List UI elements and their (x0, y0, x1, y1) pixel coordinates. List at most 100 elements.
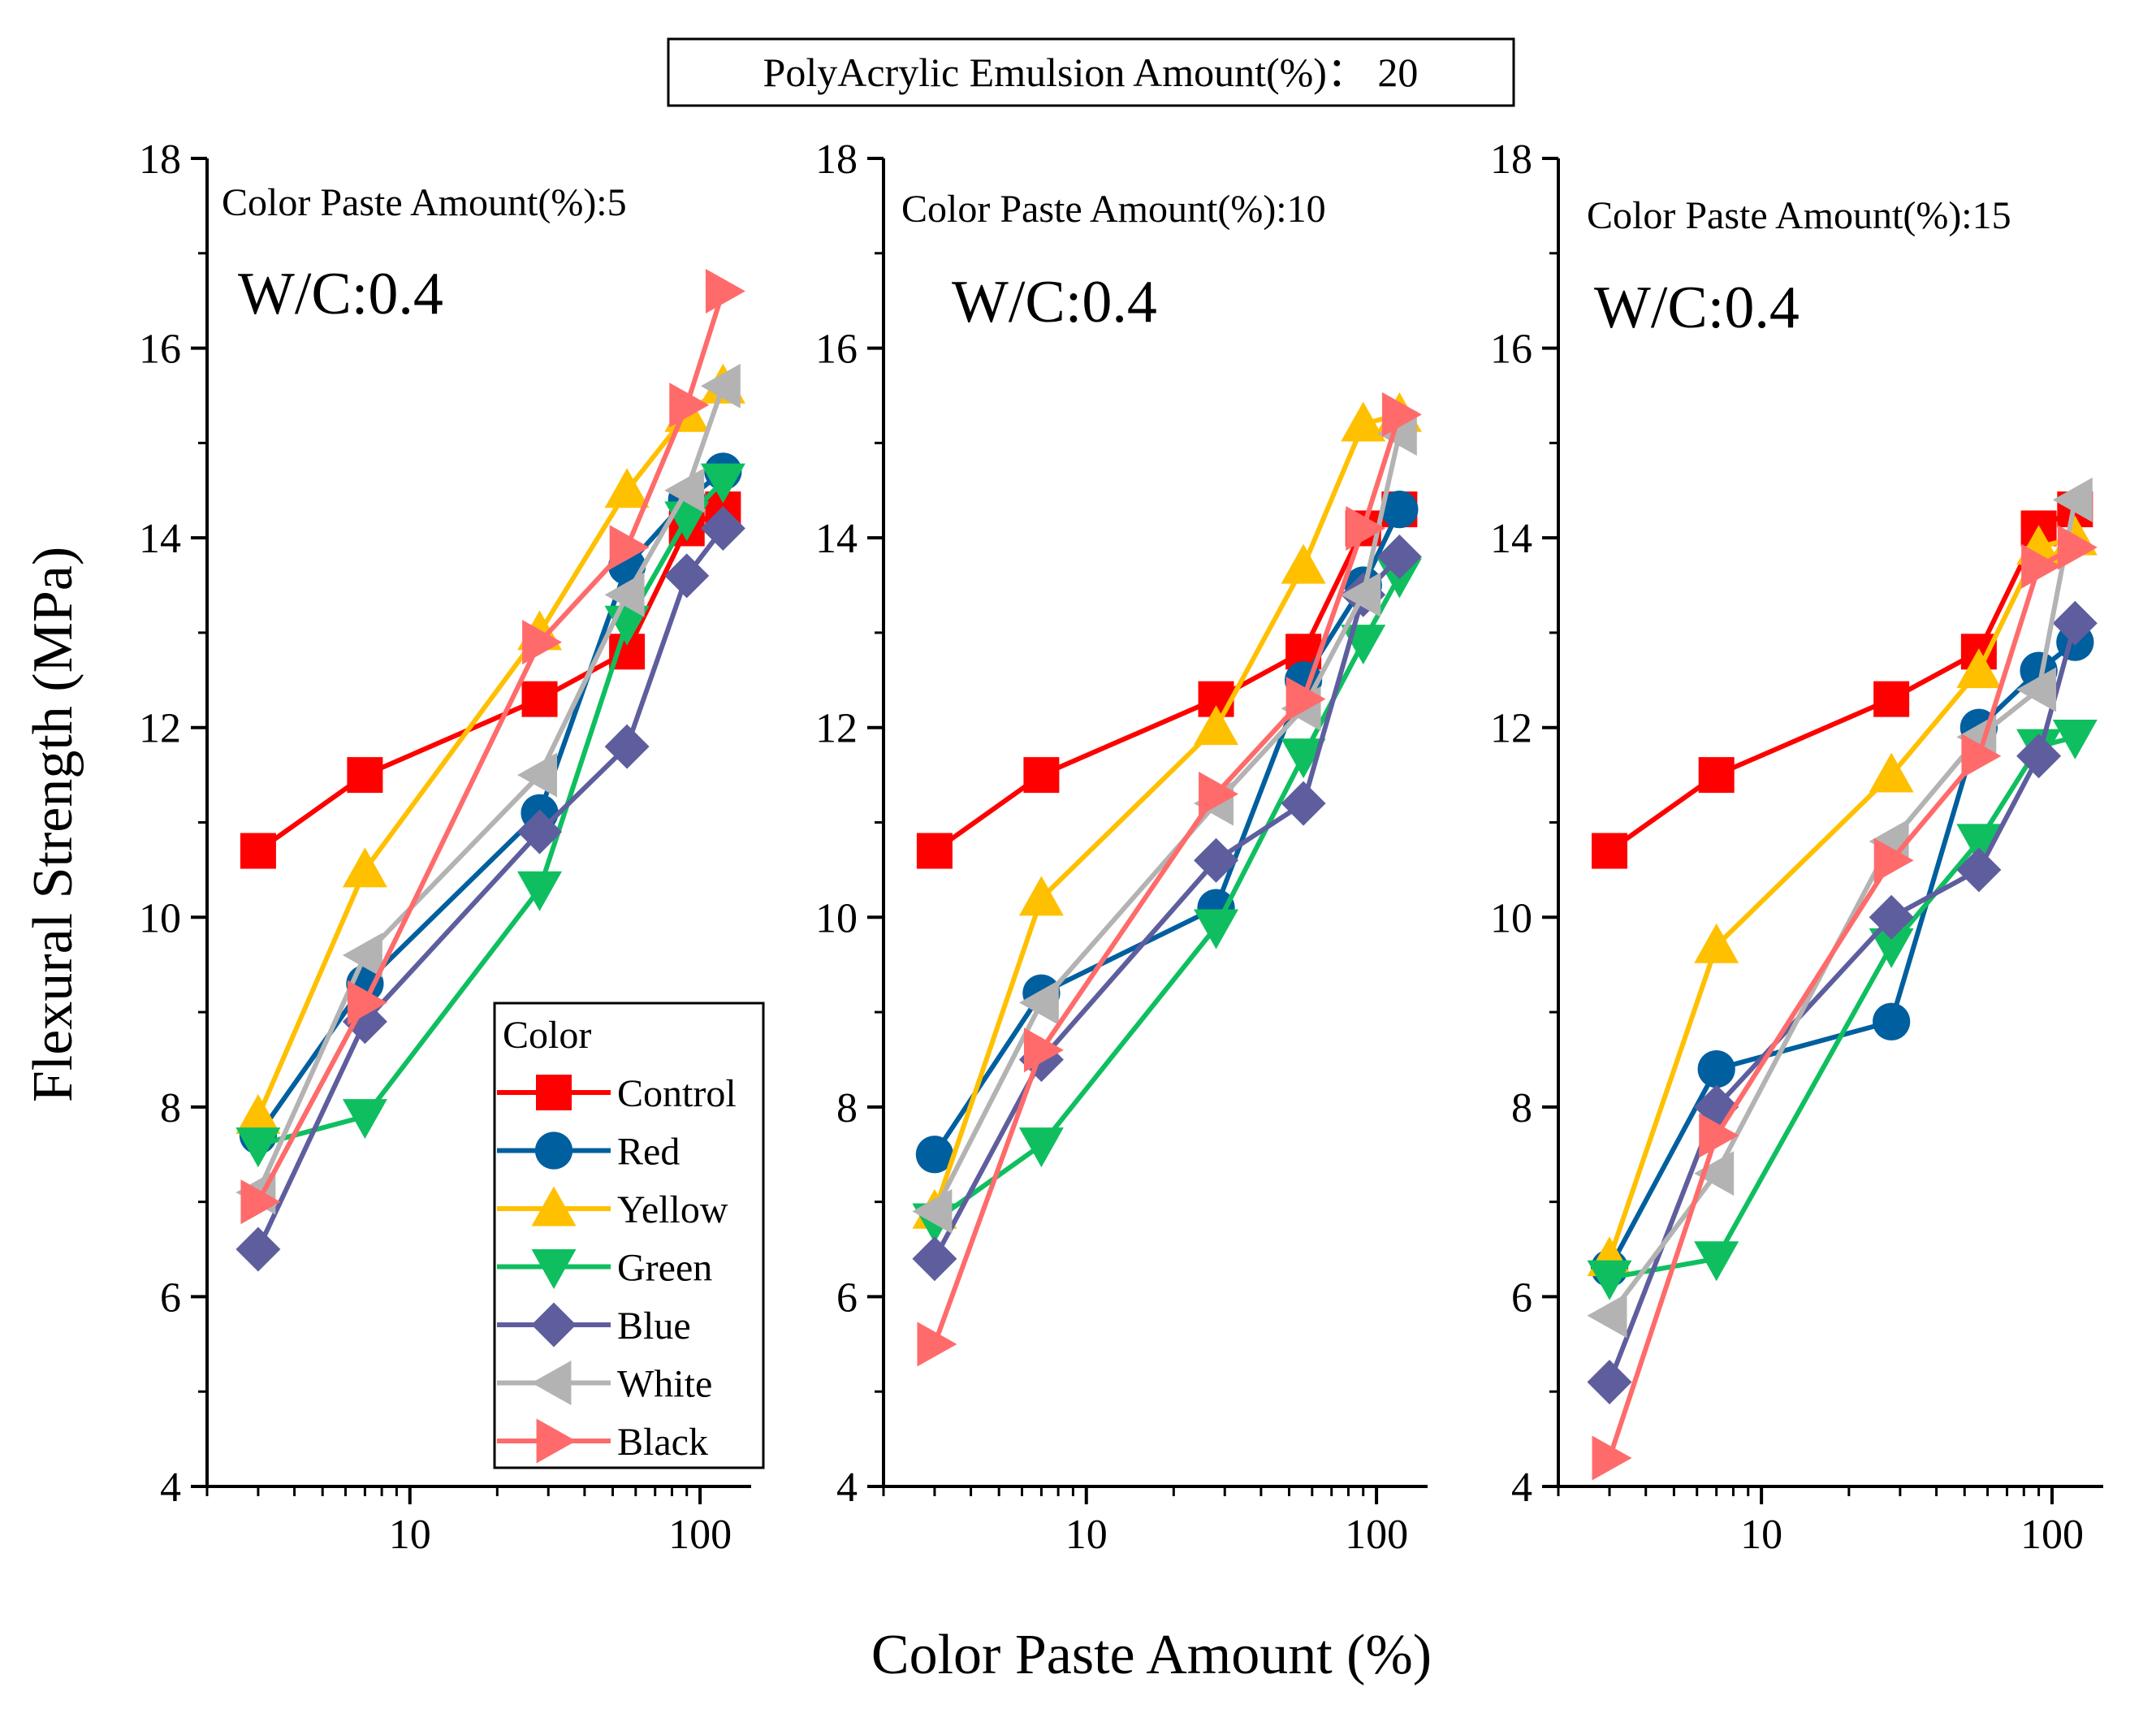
y-tick-label: 16 (815, 327, 858, 373)
point-white (604, 572, 645, 617)
point-black (917, 1322, 957, 1367)
point-yellow (342, 847, 387, 888)
point-green (1694, 1241, 1739, 1282)
legend-label-red: Red (617, 1131, 680, 1174)
y-tick-label: 6 (160, 1274, 181, 1321)
point-control (240, 833, 276, 869)
point-green (1281, 738, 1326, 779)
header-box: PolyAcrylic Emulsion Amount(%)： 20 (667, 37, 1515, 107)
point-red (1380, 491, 1419, 529)
legend-label-black: Black (617, 1421, 708, 1464)
legend-label-yellow: Yellow (617, 1188, 728, 1231)
point-white (1341, 572, 1381, 617)
point-black (347, 980, 387, 1025)
point-red (1697, 1050, 1735, 1088)
point-green (342, 1099, 387, 1140)
panel-annotation: Color Paste Amount(%):15 (1587, 194, 2011, 237)
x-tick-label: 10 (1740, 1512, 1782, 1558)
legend-marker-white (531, 1361, 572, 1405)
point-green (1194, 909, 1239, 950)
point-green (700, 463, 745, 504)
y-tick-label: 14 (139, 516, 181, 562)
point-blue (1587, 1360, 1632, 1405)
panel-10-percent: Color Paste Amount(%):10 W/C:0.4 4 6 8 10 12… (815, 136, 1428, 1558)
point-yellow (604, 468, 650, 508)
y-tick-label: 10 (139, 895, 181, 941)
point-control (1592, 833, 1628, 869)
point-control (521, 681, 558, 717)
legend-label-blue: Blue (617, 1304, 691, 1348)
point-blue (1869, 894, 1914, 940)
series-line-white (256, 385, 726, 1194)
y-tick-label: 4 (1511, 1465, 1532, 1511)
panel-5-percent: Color Paste Amount(%):5 W/C:0.4 4 6 8 10 12 1… (139, 136, 751, 1558)
series-line-blue (1607, 622, 2078, 1383)
point-control (347, 757, 383, 794)
point-black (669, 383, 710, 428)
series-line-yellow (1607, 535, 2076, 1260)
y-tick-label: 18 (139, 136, 181, 183)
panel-annotation: Color Paste Amount(%):10 (901, 188, 1326, 231)
y-tick-label: 12 (139, 706, 181, 752)
y-tick-label: 12 (815, 706, 858, 752)
wc-label: W/C:0.4 (952, 269, 1157, 335)
legend: Color Control Red Yellow Green Blue White Blac… (493, 1002, 765, 1469)
point-control (1023, 757, 1060, 794)
series-line-black (932, 413, 1402, 1345)
series-line-black (256, 290, 726, 1204)
point-black (1961, 733, 2002, 779)
legend-marker-yellow (531, 1186, 577, 1227)
panel-annotation: Color Paste Amount(%):5 (222, 181, 627, 224)
y-tick-label: 16 (1490, 327, 1532, 373)
point-yellow (1869, 752, 1914, 793)
point-green (235, 1127, 281, 1168)
point-yellow (1194, 705, 1239, 746)
point-yellow (1018, 876, 1064, 916)
point-black (1285, 677, 1326, 722)
series-line-red (1607, 640, 2077, 1270)
y-tick-label: 12 (1490, 706, 1532, 752)
point-black (1199, 771, 1239, 816)
y-tick-label: 6 (1511, 1274, 1532, 1321)
point-black (705, 269, 745, 314)
x-tick-label: 10 (389, 1512, 431, 1558)
point-white (1694, 1151, 1735, 1196)
series-line-white (1607, 499, 2078, 1317)
point-blue (604, 724, 650, 769)
y-tick-label: 6 (836, 1274, 858, 1321)
x-tick-label: 100 (2020, 1512, 2084, 1558)
point-yellow (1694, 923, 1739, 963)
y-tick-label: 8 (836, 1085, 858, 1131)
point-yellow (1956, 648, 2002, 689)
y-tick-label: 14 (815, 516, 858, 562)
legend-title: Color (503, 1014, 591, 1057)
point-black (609, 525, 650, 570)
point-control (1698, 757, 1735, 794)
point-blue (664, 553, 710, 599)
point-blue (1376, 534, 1422, 579)
x-tick-label: 100 (1345, 1512, 1408, 1558)
point-black (1873, 837, 1914, 883)
point-black (1592, 1435, 1632, 1481)
y-tick-label: 10 (1490, 895, 1532, 941)
point-green (1018, 1127, 1064, 1168)
point-white (700, 363, 741, 409)
y-tick-label: 4 (160, 1465, 181, 1511)
point-green (1956, 824, 2002, 864)
point-white (664, 468, 705, 513)
point-blue (1281, 781, 1326, 826)
point-blue (235, 1227, 281, 1272)
legend-label-control: Control (617, 1072, 737, 1115)
header-text: PolyAcrylic Emulsion Amount(%)： 20 (763, 50, 1419, 95)
point-yellow (235, 1094, 281, 1134)
y-tick-label: 16 (139, 327, 181, 373)
point-red (915, 1136, 954, 1174)
point-white (1587, 1293, 1627, 1339)
point-yellow (1341, 401, 1386, 442)
wc-label: W/C:0.4 (1594, 275, 1800, 341)
series-line-yellow (932, 412, 1401, 1213)
point-black (240, 1179, 281, 1225)
y-axis-title: Flexural Strength (MPa) (22, 547, 84, 1102)
point-blue (912, 1236, 957, 1282)
